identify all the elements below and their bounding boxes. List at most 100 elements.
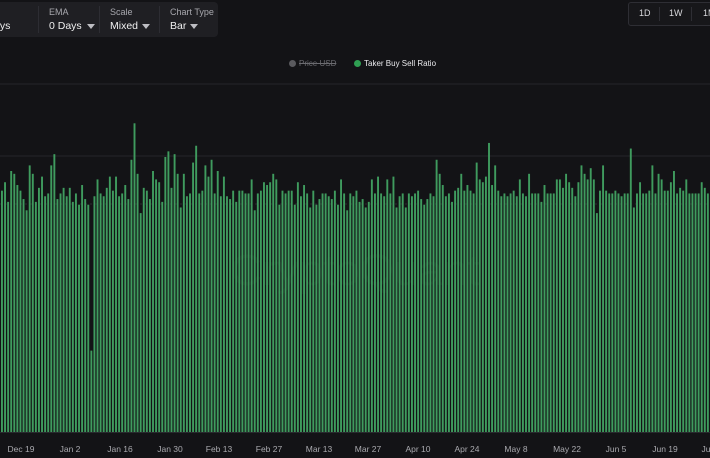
bar — [611, 193, 614, 432]
bar — [639, 182, 642, 432]
bar — [318, 199, 321, 432]
bar — [56, 199, 59, 432]
bar — [327, 196, 330, 432]
legend-ratio-label: Taker Buy Sell Ratio — [364, 59, 437, 68]
bar — [247, 193, 250, 432]
chart-legend: Price USD Taker Buy Sell Ratio — [0, 59, 710, 71]
bar — [377, 176, 379, 432]
bar — [25, 210, 28, 432]
x-tick-label: Jan 2 — [60, 444, 81, 454]
bar — [355, 190, 358, 432]
bar — [565, 173, 568, 432]
bar — [287, 190, 290, 432]
bar — [540, 201, 543, 432]
bar — [571, 187, 574, 432]
bar — [697, 193, 700, 432]
bar — [13, 173, 16, 432]
bar — [111, 190, 114, 432]
bar — [568, 182, 571, 432]
bar — [663, 190, 666, 432]
bar — [645, 193, 648, 432]
bar — [59, 193, 62, 432]
bar — [410, 196, 413, 432]
bar — [118, 196, 121, 432]
bar — [303, 185, 306, 432]
timeframe-1d-button[interactable]: 1D — [639, 8, 651, 18]
bar — [96, 179, 99, 432]
x-tick-label: Mar 13 — [306, 444, 333, 454]
bar — [53, 154, 56, 432]
bar — [16, 185, 19, 432]
bar — [694, 193, 697, 432]
bar — [595, 213, 598, 432]
bar — [599, 190, 601, 432]
bar — [457, 187, 460, 432]
bar — [620, 196, 623, 432]
bar — [460, 173, 463, 432]
bar — [525, 196, 527, 432]
divider — [691, 7, 692, 21]
bar — [87, 204, 90, 432]
bar — [605, 190, 608, 432]
bar — [62, 187, 65, 432]
bar — [592, 179, 595, 432]
bar — [41, 176, 43, 432]
ema-dropdown[interactable]: EMA 0 Days — [49, 2, 104, 37]
x-tick-label: Apr 10 — [405, 444, 430, 454]
bar — [7, 201, 10, 432]
x-tick-label: Dec 19 — [8, 444, 35, 454]
bar — [253, 210, 256, 432]
bar — [216, 171, 219, 432]
bar — [108, 176, 111, 432]
bar — [546, 193, 549, 432]
bar — [90, 350, 93, 432]
bar — [401, 193, 404, 432]
timeframe-1m-button[interactable]: 1M — [703, 8, 710, 18]
bar — [290, 190, 293, 432]
legend-item-price[interactable]: Price USD — [289, 59, 336, 68]
scale-dropdown[interactable]: Scale Mixed — [110, 2, 155, 37]
bar — [1, 190, 3, 432]
bar — [420, 199, 423, 432]
bar — [414, 193, 416, 432]
bar — [201, 190, 204, 432]
bar — [577, 182, 580, 432]
bar — [50, 165, 53, 432]
bar — [272, 173, 275, 432]
bar — [617, 193, 620, 432]
bar — [330, 199, 333, 432]
bar — [65, 196, 68, 432]
bar — [626, 193, 629, 432]
bar — [503, 193, 506, 432]
bar — [259, 190, 262, 432]
bars — [1, 123, 709, 433]
bar — [632, 207, 635, 432]
window-dropdown[interactable]: A ays — [0, 2, 39, 37]
bar — [383, 196, 386, 432]
bar — [130, 159, 133, 432]
bar — [463, 190, 466, 432]
bar — [204, 165, 207, 432]
bar — [447, 193, 450, 432]
bar — [543, 185, 546, 432]
bar — [558, 179, 561, 432]
timeframe-1w-button[interactable]: 1W — [669, 8, 683, 18]
bar — [475, 162, 478, 432]
chart-type-dropdown[interactable]: Chart Type Bar — [170, 2, 215, 37]
bar — [657, 173, 660, 432]
bar — [47, 193, 50, 432]
bar — [161, 201, 164, 432]
bar — [395, 207, 398, 432]
bar — [34, 201, 37, 432]
divider — [659, 7, 660, 21]
bar — [512, 190, 515, 432]
bar — [423, 204, 426, 432]
bar — [654, 193, 657, 432]
bar — [185, 196, 188, 432]
bar — [346, 210, 349, 432]
bar — [534, 193, 537, 432]
watermark: CryptoQuant — [230, 246, 479, 295]
legend-item-ratio[interactable]: Taker Buy Sell Ratio — [354, 59, 436, 68]
bar — [155, 179, 158, 432]
bar — [676, 193, 678, 432]
